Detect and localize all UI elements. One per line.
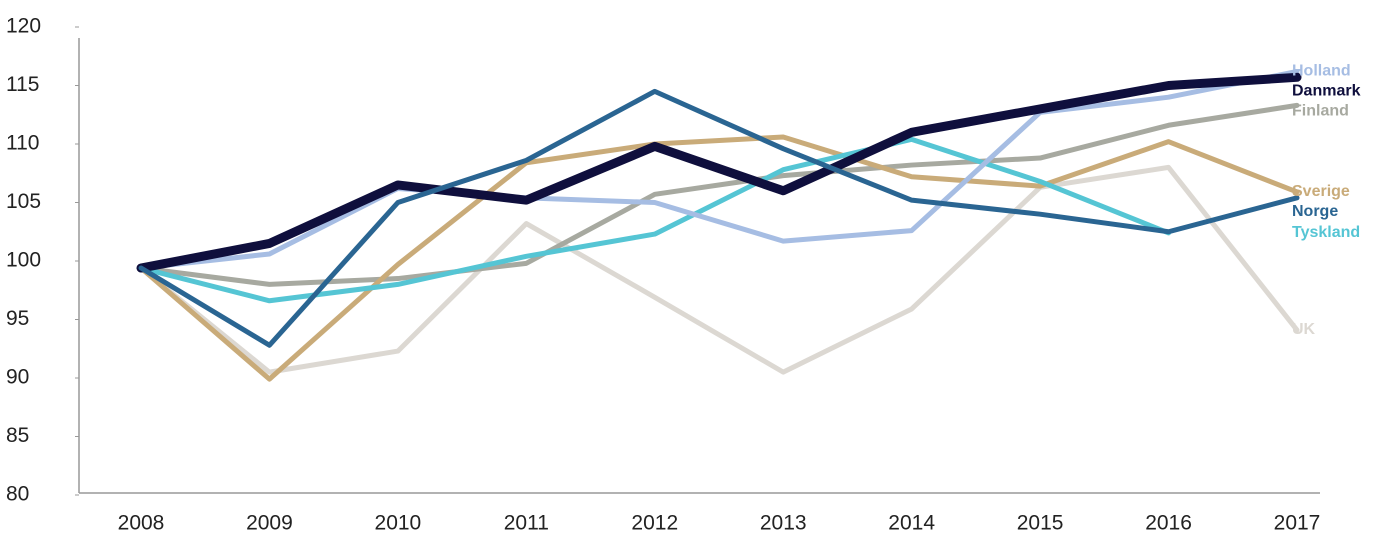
series-label: UK	[1292, 321, 1316, 338]
series-line	[138, 164, 1300, 375]
series-label: Sverige	[1292, 183, 1350, 200]
x-tick-label: 2011	[504, 512, 549, 535]
series-line	[138, 134, 1300, 382]
y-tick-label: 80	[6, 483, 29, 506]
series-label: Danmark	[1292, 83, 1361, 100]
x-tick-label: 2010	[375, 512, 422, 535]
y-tick-label: 120	[6, 15, 41, 38]
x-tick-label: 2008	[118, 512, 165, 535]
series-line	[138, 102, 1300, 287]
series-label: Tyskland	[1292, 224, 1360, 241]
y-tick-label: 100	[6, 249, 41, 272]
series-line	[138, 136, 1172, 304]
series-line	[136, 72, 1302, 273]
series-line	[138, 68, 1300, 271]
series-line	[138, 88, 1300, 348]
x-tick-label: 2014	[888, 512, 935, 535]
y-tick-label: 105	[6, 190, 41, 213]
series-label: Finland	[1292, 103, 1349, 120]
x-tick-label: 2012	[631, 512, 678, 535]
y-tick-label: 95	[6, 307, 29, 330]
series-label: Norge	[1292, 203, 1338, 220]
x-tick-label: 2016	[1145, 512, 1192, 535]
x-tick-label: 2013	[760, 512, 807, 535]
y-tick-label: 85	[6, 424, 29, 447]
y-tick-label: 115	[6, 73, 39, 96]
y-tick-label: 110	[6, 132, 39, 155]
y-tick-label: 90	[6, 366, 29, 389]
x-tick-label: 2009	[246, 512, 293, 535]
x-tick-label: 2015	[1017, 512, 1064, 535]
x-tick-label: 2017	[1274, 512, 1321, 535]
series-label: Holland	[1292, 63, 1351, 80]
